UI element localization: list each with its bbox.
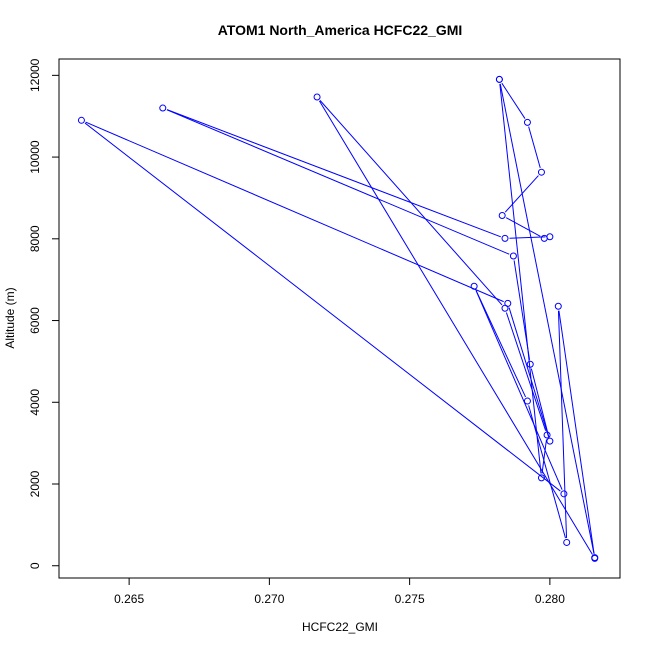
x-tick-label: 0.270	[254, 592, 284, 606]
data-point	[537, 474, 545, 482]
series-segment	[509, 236, 546, 239]
data-point	[509, 252, 517, 260]
data-point	[504, 299, 512, 307]
data-point	[498, 212, 506, 220]
data-point	[523, 118, 531, 126]
series-segment	[528, 126, 541, 169]
data-point	[77, 116, 85, 124]
data-point	[563, 538, 571, 546]
y-tick-label: 10000	[28, 140, 42, 174]
series-segment	[513, 260, 531, 360]
series-segment	[530, 368, 550, 437]
data-point	[313, 93, 321, 101]
series-segment	[475, 290, 526, 398]
series-segment	[318, 100, 593, 555]
series-segment	[558, 310, 595, 555]
series-segment	[501, 82, 526, 119]
data-point	[537, 168, 545, 176]
series-lines	[84, 82, 595, 555]
y-tick-label: 12000	[28, 58, 42, 92]
data-point	[470, 282, 478, 290]
series-segment	[166, 109, 510, 255]
x-axis-label: HCFC22_GMI	[302, 620, 378, 634]
data-point	[591, 554, 599, 562]
series-segment	[85, 121, 504, 303]
data-point	[523, 397, 531, 405]
series-segment	[504, 175, 539, 213]
series-segment	[499, 83, 542, 474]
y-tick-label: 6000	[28, 307, 42, 334]
series-segment	[505, 312, 547, 431]
y-tick-label: 0	[28, 562, 42, 569]
data-point	[554, 302, 562, 310]
series-segment	[557, 310, 568, 538]
y-tick-label: 4000	[28, 389, 42, 416]
series-segment	[508, 307, 550, 437]
y-axis-label: Altitude (m)	[3, 287, 17, 348]
y-tick-label: 2000	[28, 470, 42, 497]
data-point	[495, 75, 503, 83]
data-point	[560, 490, 568, 498]
data-point	[543, 431, 551, 439]
series-segment	[505, 217, 541, 237]
data-point	[526, 360, 534, 368]
plot-frame	[58, 58, 621, 579]
x-tick-label: 0.265	[114, 592, 144, 606]
series-segment	[166, 109, 501, 238]
data-point	[501, 234, 509, 242]
chart-title: ATOM1 North_America HCFC22_GMI	[218, 22, 463, 38]
data-point	[546, 233, 554, 241]
series-points	[77, 75, 599, 562]
x-axis: 0.265 0.270 0.275 0.280	[114, 578, 565, 606]
data-point	[546, 437, 554, 445]
x-tick-label: 0.275	[395, 592, 425, 606]
series-segment	[499, 83, 595, 554]
series-segment	[84, 122, 561, 492]
data-point	[540, 234, 548, 242]
y-tick-label: 8000	[28, 225, 42, 252]
y-axis: 0 2000 4000 6000 8000 10000 12000	[28, 58, 59, 569]
x-tick-label: 0.280	[535, 592, 565, 606]
series-segment	[541, 439, 547, 474]
series-segment	[475, 290, 563, 490]
data-point	[159, 104, 167, 112]
